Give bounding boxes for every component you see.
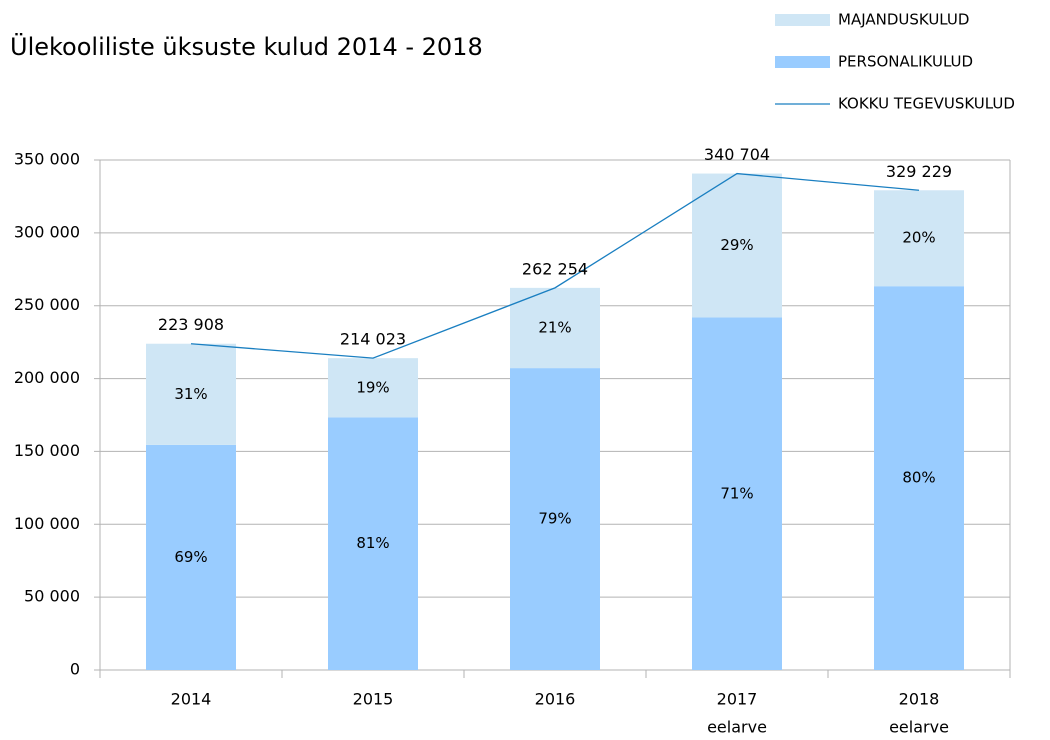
bar-segment	[692, 317, 782, 670]
total-label: 329 229	[886, 162, 952, 181]
chart-title: Ülekooliliste üksuste kulud 2014 - 2018	[10, 32, 483, 61]
y-tick-label: 350 000	[14, 150, 80, 169]
bar-segment	[146, 444, 236, 670]
y-tick-label: 150 000	[14, 441, 80, 460]
segment-label: 31%	[174, 385, 207, 403]
y-tick-label: 300 000	[14, 222, 80, 241]
x-tick-label: 2018	[899, 690, 940, 709]
total-label: 262 254	[522, 259, 588, 278]
segment-label: 21%	[538, 318, 571, 336]
x-tick-label: 2017	[717, 690, 758, 709]
legend-swatch	[775, 14, 830, 26]
legend-swatch	[775, 56, 830, 68]
x-tick-label: 2016	[535, 690, 576, 709]
segment-label: 29%	[720, 236, 753, 254]
segment-label: 20%	[902, 229, 935, 247]
legend-label: KOKKU TEGEVUSKULUD	[838, 95, 1015, 113]
y-tick-label: 100 000	[14, 514, 80, 533]
bar-segment	[146, 343, 236, 445]
total-label: 214 023	[340, 330, 406, 349]
y-tick-label: 200 000	[14, 368, 80, 387]
segment-label: 79%	[538, 510, 571, 528]
total-label: 340 704	[704, 145, 770, 164]
x-tick-label: eelarve	[707, 718, 767, 737]
legend-label: MAJANDUSKULUD	[838, 11, 969, 29]
segment-label: 19%	[356, 378, 389, 396]
bar-segment	[328, 358, 418, 418]
bar-segment	[874, 190, 964, 287]
bar-segment	[328, 417, 418, 670]
x-tick-label: eelarve	[889, 718, 949, 737]
segment-label: 81%	[356, 534, 389, 552]
segment-label: 71%	[720, 484, 753, 502]
y-tick-label: 0	[70, 660, 80, 679]
segment-label: 69%	[174, 548, 207, 566]
segment-label: 80%	[902, 469, 935, 487]
y-tick-label: 250 000	[14, 295, 80, 314]
y-tick-label: 50 000	[24, 587, 80, 606]
bar-segment	[874, 286, 964, 670]
total-label: 223 908	[158, 315, 224, 334]
total-line	[190, 172, 920, 359]
bar-segment	[692, 173, 782, 318]
bar-segment	[510, 287, 600, 369]
x-tick-label: 2015	[353, 690, 394, 709]
bar-segment	[510, 368, 600, 670]
legend-label: PERSONALIKULUD	[838, 53, 973, 71]
x-tick-label: 2014	[171, 690, 212, 709]
